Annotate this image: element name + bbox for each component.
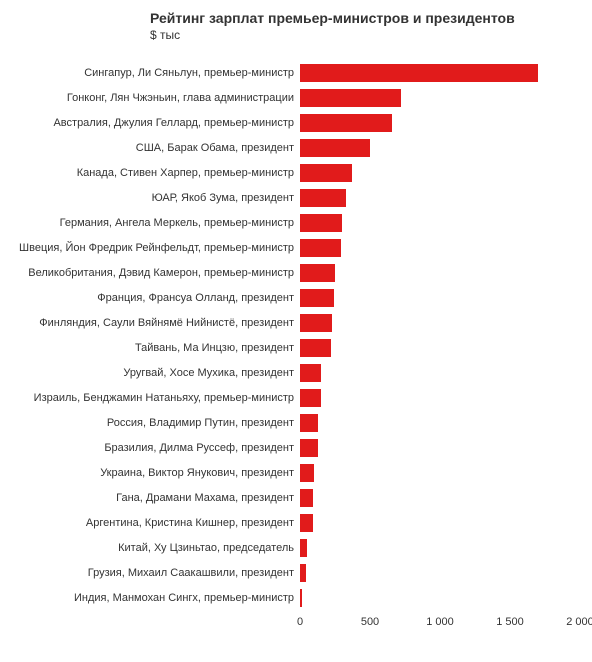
chart-bar-area: [300, 110, 580, 135]
chart-x-tick: 2 000: [566, 616, 592, 628]
chart-row-label: США, Барак Обама, президент: [0, 142, 300, 154]
chart-row: Аргентина, Кристина Кишнер, президент: [0, 510, 592, 535]
chart-bar-area: [300, 360, 580, 385]
chart-row-label: Гонконг, Лян Чжэньин, глава администраци…: [0, 92, 300, 104]
chart-row-label: Уругвай, Хосе Мухика, президент: [0, 367, 300, 379]
chart-row: Бразилия, Дилма Руссеф, президент: [0, 435, 592, 460]
chart-bar: [300, 514, 313, 532]
chart-row-label: Канада, Стивен Харпер, премьер-министр: [0, 167, 300, 179]
chart-row: Израиль, Бенджамин Натаньяху, премьер-ми…: [0, 385, 592, 410]
chart-row: Австралия, Джулия Геллард, премьер-минис…: [0, 110, 592, 135]
chart-bar-area: [300, 460, 580, 485]
chart-row-label: Австралия, Джулия Геллард, премьер-минис…: [0, 117, 300, 129]
chart-row-label: Гана, Драмани Махама, президент: [0, 492, 300, 504]
chart-row: США, Барак Обама, президент: [0, 135, 592, 160]
chart-bar-area: [300, 60, 580, 85]
chart-bar-area: [300, 585, 580, 610]
chart-row-label: Финляндия, Саули Вяйнямё Нийнистё, прези…: [0, 317, 300, 329]
chart-row-label: Швеция, Йон Фредрик Рейнфельдт, премьер-…: [0, 242, 300, 254]
chart-bar: [300, 389, 321, 407]
chart-bar: [300, 289, 334, 307]
chart-row: Финляндия, Саули Вяйнямё Нийнистё, прези…: [0, 310, 592, 335]
chart-row: Индия, Манмохан Сингх, премьер-министр: [0, 585, 592, 610]
chart-row-label: Израиль, Бенджамин Натаньяху, премьер-ми…: [0, 392, 300, 404]
chart-row-label: Бразилия, Дилма Руссеф, президент: [0, 442, 300, 454]
chart-row: ЮАР, Якоб Зума, президент: [0, 185, 592, 210]
chart-row: Украина, Виктор Янукович, президент: [0, 460, 592, 485]
chart-bar: [300, 364, 321, 382]
chart-bar: [300, 114, 392, 132]
chart-bar: [300, 214, 342, 232]
chart-row: Тайвань, Ма Инцзю, президент: [0, 335, 592, 360]
chart-bar-area: [300, 135, 580, 160]
chart-bar: [300, 489, 313, 507]
chart-row-label: Россия, Владимир Путин, президент: [0, 417, 300, 429]
chart-bar-area: [300, 185, 580, 210]
chart-row-label: Франция, Франсуа Олланд, президент: [0, 292, 300, 304]
chart-bar-area: [300, 210, 580, 235]
chart-bar-area: [300, 260, 580, 285]
chart-bar-area: [300, 85, 580, 110]
chart-row: Россия, Владимир Путин, президент: [0, 410, 592, 435]
chart-row: Гонконг, Лян Чжэньин, глава администраци…: [0, 85, 592, 110]
chart-x-tick: 0: [297, 616, 303, 628]
chart-bar-area: [300, 510, 580, 535]
chart-x-tick: 1 000: [426, 616, 454, 628]
chart-row: Гана, Драмани Махама, президент: [0, 485, 592, 510]
chart-bar-area: [300, 485, 580, 510]
chart-bar: [300, 189, 346, 207]
chart-bar-area: [300, 235, 580, 260]
chart-row: Великобритания, Дэвид Камерон, премьер-м…: [0, 260, 592, 285]
chart-row: Китай, Ху Цзиньтао, председатель: [0, 535, 592, 560]
chart-bar-area: [300, 410, 580, 435]
chart-row-label: Тайвань, Ма Инцзю, президент: [0, 342, 300, 354]
chart-bar-area: [300, 560, 580, 585]
chart-row-label: Великобритания, Дэвид Камерон, премьер-м…: [0, 267, 300, 279]
chart-bar-area: [300, 385, 580, 410]
chart-bar: [300, 589, 302, 607]
chart-row-label: Индия, Манмохан Сингх, премьер-министр: [0, 592, 300, 604]
chart-bar: [300, 464, 314, 482]
chart-row-label: Украина, Виктор Янукович, президент: [0, 467, 300, 479]
chart-bar-area: [300, 335, 580, 360]
chart-row-label: ЮАР, Якоб Зума, президент: [0, 192, 300, 204]
chart-row-label: Германия, Ангела Меркель, премьер-минист…: [0, 217, 300, 229]
chart-bar: [300, 139, 370, 157]
chart-row: Сингапур, Ли Сяньлун, премьер-министр: [0, 60, 592, 85]
chart-row-label: Аргентина, Кристина Кишнер, президент: [0, 517, 300, 529]
chart-bar: [300, 89, 401, 107]
chart-x-tick: 1 500: [496, 616, 524, 628]
chart-row-label: Сингапур, Ли Сяньлун, премьер-министр: [0, 67, 300, 79]
chart-bar: [300, 539, 307, 557]
chart-bar-area: [300, 310, 580, 335]
chart-bar-area: [300, 160, 580, 185]
chart-plot-area: Сингапур, Ли Сяньлун, премьер-министр Гон…: [0, 60, 592, 610]
chart-row: Уругвай, Хосе Мухика, президент: [0, 360, 592, 385]
chart-bar-area: [300, 535, 580, 560]
chart-row: Грузия, Михаил Саакашвили, президент: [0, 560, 592, 585]
chart-bar: [300, 439, 318, 457]
chart-bar: [300, 564, 306, 582]
chart-row-label: Грузия, Михаил Саакашвили, президент: [0, 567, 300, 579]
chart-subtitle: $ тыс: [150, 28, 180, 42]
chart-bar: [300, 64, 538, 82]
chart-row: Германия, Ангела Меркель, премьер-минист…: [0, 210, 592, 235]
chart-bar: [300, 414, 318, 432]
chart-bar: [300, 164, 352, 182]
salary-ranking-chart: Рейтинг зарплат премьер-министров и през…: [0, 0, 592, 662]
chart-bar-area: [300, 435, 580, 460]
chart-row: Франция, Франсуа Олланд, президент: [0, 285, 592, 310]
chart-title: Рейтинг зарплат премьер-министров и през…: [150, 10, 515, 26]
chart-row: Канада, Стивен Харпер, премьер-министр: [0, 160, 592, 185]
chart-x-tick: 500: [361, 616, 379, 628]
chart-bar-area: [300, 285, 580, 310]
chart-bar: [300, 314, 332, 332]
chart-x-axis: 05001 0001 5002 000: [300, 612, 580, 632]
chart-bar: [300, 339, 331, 357]
chart-bar: [300, 264, 335, 282]
chart-row: Швеция, Йон Фредрик Рейнфельдт, премьер-…: [0, 235, 592, 260]
chart-bar: [300, 239, 341, 257]
chart-row-label: Китай, Ху Цзиньтао, председатель: [0, 542, 300, 554]
